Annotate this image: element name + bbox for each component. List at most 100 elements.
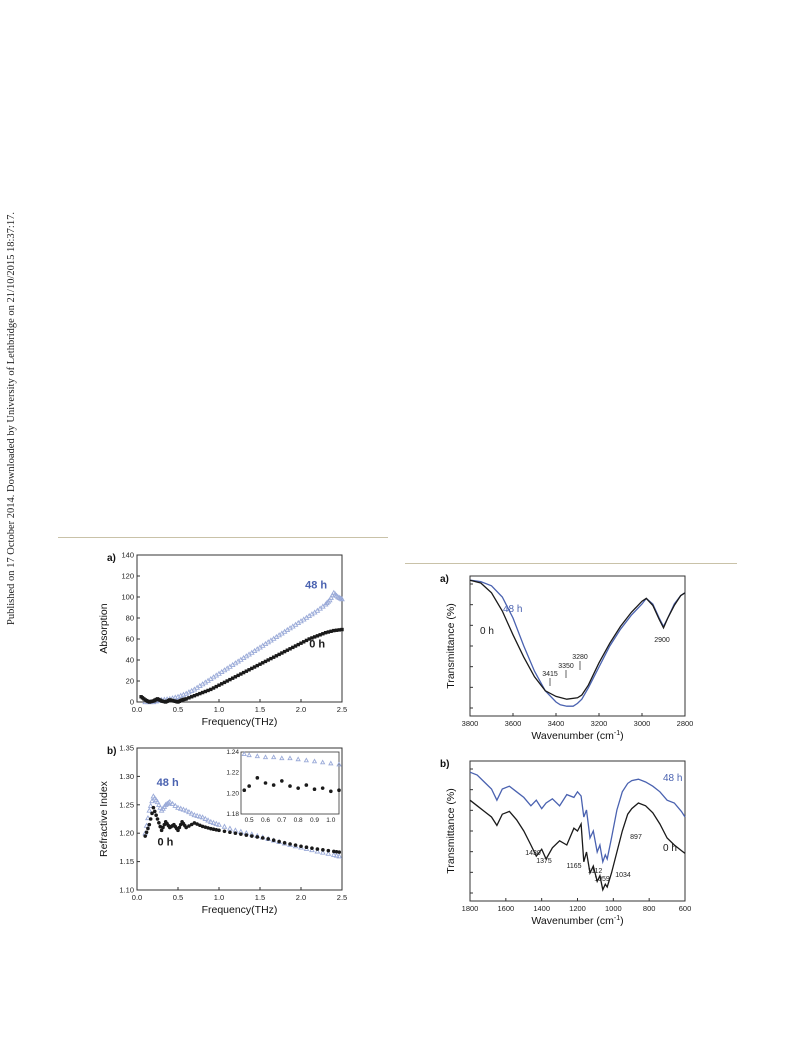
data-point-0h bbox=[200, 824, 205, 829]
data-point-0h bbox=[269, 656, 273, 661]
x-axis-label-superscript: -1 bbox=[614, 730, 620, 737]
data-point-48h bbox=[320, 759, 326, 765]
peak-annotation: 1375 bbox=[536, 858, 552, 865]
inset-frame bbox=[240, 751, 340, 815]
data-point-0h bbox=[307, 637, 311, 641]
data-point-0h bbox=[154, 813, 158, 818]
data-point-48h bbox=[311, 758, 318, 764]
data-point-48h bbox=[254, 753, 260, 759]
data-point-48h bbox=[336, 761, 342, 767]
data-point-48h bbox=[145, 815, 151, 821]
data-point-0h bbox=[263, 781, 268, 785]
data-point-0h bbox=[280, 651, 284, 655]
panel-label: b) bbox=[107, 746, 116, 757]
data-point-0h bbox=[288, 784, 292, 788]
data-point-0h bbox=[299, 641, 303, 645]
data-point-0h bbox=[157, 820, 161, 825]
data-point-0h bbox=[337, 850, 342, 854]
data-point-48h bbox=[295, 756, 301, 762]
data-point-0h bbox=[184, 825, 188, 830]
data-point-0h bbox=[280, 779, 284, 783]
x-tick-label: 0.0 bbox=[132, 705, 142, 714]
data-point-48h bbox=[191, 811, 198, 818]
y-axis-label: Refractive Index bbox=[98, 780, 110, 857]
data-point-48h bbox=[287, 755, 293, 761]
data-point-48h bbox=[147, 802, 154, 808]
data-point-0h bbox=[296, 642, 300, 647]
data-point-48h bbox=[333, 852, 340, 858]
data-point-48h bbox=[339, 596, 345, 602]
x-tick-label: 0.5 bbox=[173, 705, 183, 714]
legend-label-0h: 0 h bbox=[158, 837, 174, 849]
data-point-0h bbox=[250, 834, 254, 838]
data-point-0h bbox=[192, 694, 197, 698]
data-point-0h bbox=[250, 666, 254, 671]
data-point-0h bbox=[337, 788, 341, 793]
legend-label-48h: 48 h bbox=[157, 777, 179, 789]
data-point-0h bbox=[152, 809, 157, 814]
data-point-0h bbox=[198, 691, 202, 696]
peak-annotation: 1034 bbox=[615, 872, 631, 879]
data-point-48h bbox=[199, 814, 206, 820]
data-point-0h bbox=[321, 848, 325, 852]
data-point-0h bbox=[337, 628, 341, 632]
y-axis-label: Absorption bbox=[98, 603, 110, 653]
x-tick-label: 1000 bbox=[605, 904, 622, 913]
peak-annotation: 3415 bbox=[542, 671, 558, 678]
data-point-0h bbox=[209, 687, 213, 692]
data-point-0h bbox=[187, 696, 191, 700]
peak-annotation: 1059 bbox=[594, 876, 610, 883]
data-point-0h bbox=[200, 690, 205, 695]
data-point-0h bbox=[178, 822, 183, 827]
data-point-0h bbox=[195, 692, 199, 697]
peak-annotation: 1430 bbox=[525, 850, 541, 857]
inset-y-tick-label: 1.22 bbox=[226, 770, 239, 777]
x-tick-label: 2.0 bbox=[296, 893, 306, 902]
publication-notice-text: Published on 17 October 2014. Downloaded… bbox=[6, 212, 17, 625]
data-point-0h bbox=[217, 683, 221, 687]
x-axis-label: Wavenumber (cm-1) bbox=[531, 730, 623, 742]
data-point-48h bbox=[186, 808, 192, 815]
data-point-48h bbox=[262, 754, 269, 760]
data-point-48h bbox=[241, 751, 247, 757]
data-point-0h bbox=[266, 658, 270, 662]
data-point-0h bbox=[225, 679, 229, 683]
data-point-0h bbox=[195, 822, 199, 826]
data-point-48h bbox=[207, 818, 214, 824]
data-point-0h bbox=[326, 848, 331, 853]
data-point-0h bbox=[293, 843, 298, 847]
y-tick-label: 1.10 bbox=[119, 886, 134, 895]
data-point-0h bbox=[214, 827, 219, 832]
data-point-0h bbox=[211, 827, 216, 832]
data-point-0h bbox=[206, 826, 210, 830]
data-point-0h bbox=[228, 677, 232, 682]
data-point-48h bbox=[210, 819, 217, 825]
panel-label: b) bbox=[440, 759, 449, 770]
legend-label-0h: 0 h bbox=[309, 638, 325, 650]
inset-x-tick-label: 0.9 bbox=[310, 817, 319, 824]
data-point-48h bbox=[169, 800, 176, 806]
data-point-0h bbox=[334, 628, 339, 632]
data-point-0h bbox=[310, 846, 314, 850]
y-tick-label: 80 bbox=[126, 614, 134, 623]
x-tick-label: 1.0 bbox=[214, 705, 224, 714]
data-point-0h bbox=[260, 836, 265, 840]
data-point-0h bbox=[203, 825, 208, 829]
series-line-48h bbox=[469, 771, 686, 865]
data-point-48h bbox=[157, 804, 164, 810]
x-axis-label-end: ) bbox=[620, 915, 624, 927]
legend-label-0h: 0 h bbox=[663, 843, 677, 854]
data-point-48h bbox=[303, 757, 309, 763]
data-point-0h bbox=[304, 845, 309, 850]
data-point-0h bbox=[288, 842, 292, 846]
data-point-48h bbox=[246, 752, 252, 758]
x-tick-label: 1.5 bbox=[255, 893, 265, 902]
y-tick-label: 120 bbox=[121, 572, 134, 581]
data-point-48h bbox=[322, 601, 329, 607]
series-line-0h bbox=[469, 579, 686, 700]
data-point-0h bbox=[293, 644, 298, 648]
data-point-0h bbox=[244, 833, 249, 837]
peak-annotation: 1165 bbox=[566, 863, 581, 870]
data-point-0h bbox=[329, 629, 333, 633]
data-point-0h bbox=[277, 839, 281, 844]
